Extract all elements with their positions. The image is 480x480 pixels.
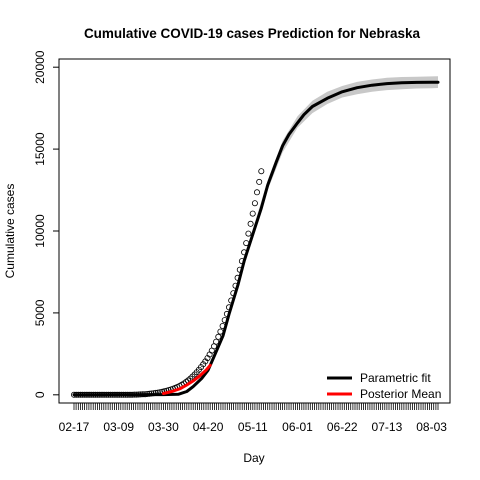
- x-tick-label: 06-01: [282, 420, 313, 434]
- y-axis-label: Cumulative cases: [3, 184, 17, 279]
- y-tick-label: 0: [33, 391, 47, 398]
- observed-point: [247, 220, 254, 227]
- observed-point: [249, 210, 256, 217]
- legend-label-parametric-fit: Parametric fit: [360, 371, 431, 385]
- posterior-mean-line: [161, 363, 212, 395]
- observed-point: [251, 200, 258, 207]
- parametric-fit-line: [72, 80, 440, 397]
- x-axis: 02-17 03-09 03-30 04-20 05-11 06-01 06-22 07-13…: [59, 403, 447, 434]
- x-tick-label: 07-13: [372, 420, 403, 434]
- observed-point: [256, 178, 263, 185]
- observed-point: [253, 189, 260, 196]
- y-tick-label: 20000: [33, 50, 47, 84]
- observed-point: [215, 333, 222, 340]
- x-tick-label: 05-11: [238, 420, 268, 434]
- x-axis-label: Day: [243, 451, 264, 465]
- x-tick-label: 06-22: [327, 420, 358, 434]
- x-tick-label: 03-30: [148, 420, 179, 434]
- observed-point: [213, 338, 220, 345]
- legend: Parametric fit Posterior Mean: [327, 371, 441, 401]
- series-layer: [72, 80, 440, 397]
- y-tick-label: 10000: [33, 214, 47, 248]
- chart-title: Cumulative COVID-19 cases Prediction for…: [84, 26, 421, 41]
- y-tick-label: 5000: [33, 299, 47, 326]
- x-tick-label: 08-03: [416, 420, 447, 434]
- x-tick-label: 02-17: [59, 420, 90, 434]
- observed-point: [258, 168, 265, 175]
- observed-point: [245, 230, 252, 237]
- legend-label-posterior-mean: Posterior Mean: [360, 387, 441, 401]
- x-tick-label: 03-09: [103, 420, 134, 434]
- x-tick-label: 04-20: [193, 420, 224, 434]
- y-tick-label: 15000: [33, 132, 47, 166]
- y-axis: 0 5000 10000 15000 20000: [33, 50, 59, 398]
